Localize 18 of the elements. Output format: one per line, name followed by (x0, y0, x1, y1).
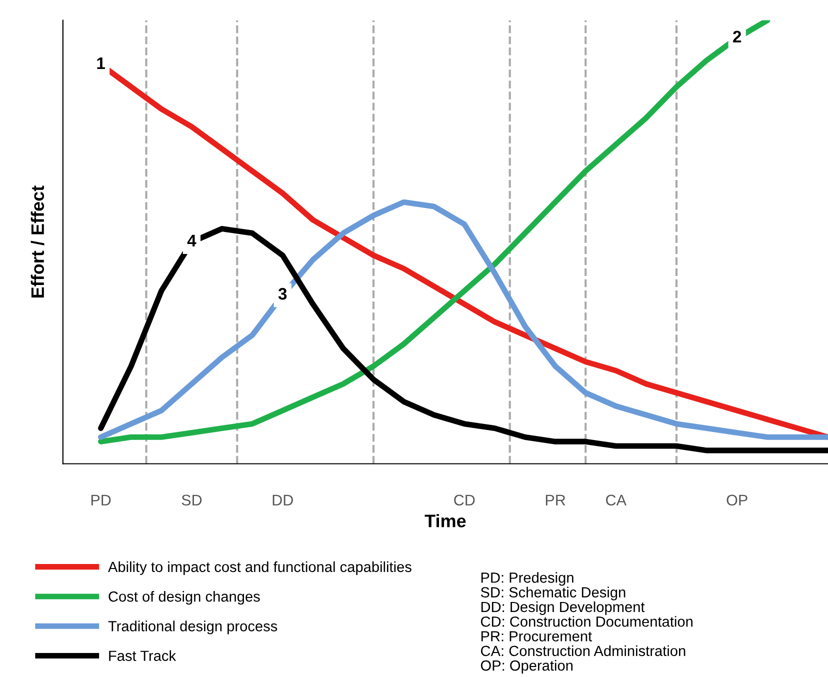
annotation: 3 (278, 288, 287, 300)
legend-label: Ability to impact cost and functional capabilities (108, 561, 412, 575)
legend-label: Cost of design changes (108, 591, 260, 605)
text: PD: Predesign SD: Schematic Design DD: Design Development CD: Construction Documentation PR: Procurement CA: Construction Administration OP: Operation (480, 572, 692, 674)
legend-label: Fast Track (109, 650, 176, 661)
x-tick-label: PR (546, 494, 566, 506)
legend-label: Traditional design process (108, 620, 278, 634)
x-tick-label: CD (454, 494, 475, 506)
x-tick-label: DD (272, 494, 293, 506)
x-tick-label: CA (606, 494, 626, 506)
annotation: 4 (187, 234, 196, 246)
y-axis-title: Effort / Effect (30, 186, 44, 298)
x-tick-label: OP (726, 494, 748, 506)
annotation: 1 (97, 57, 105, 69)
x-axis-title: Time (424, 514, 466, 528)
x-tick-label: PD (91, 494, 111, 506)
annotation: 2 (733, 30, 742, 42)
x-tick-label: SD (182, 494, 202, 506)
